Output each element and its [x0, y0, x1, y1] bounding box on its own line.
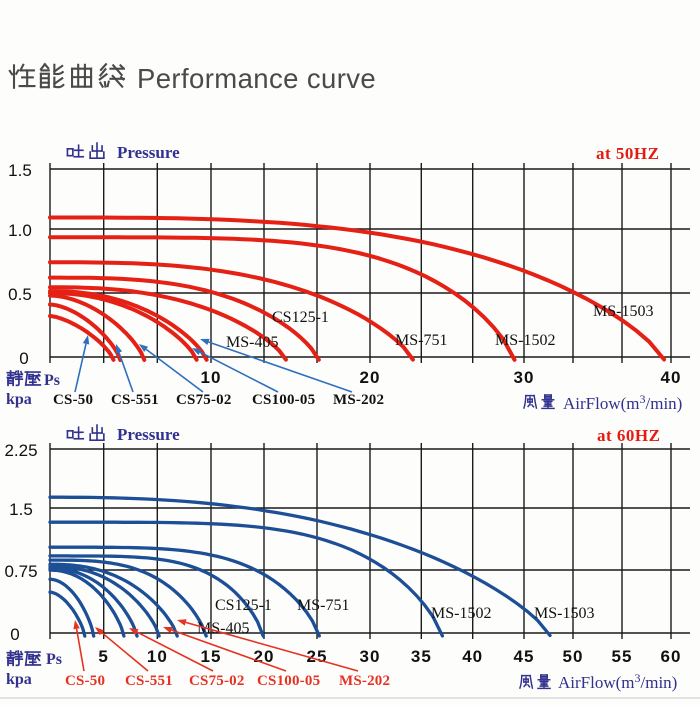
- svg-text:30: 30: [514, 368, 535, 387]
- svg-text:CS-50: CS-50: [53, 392, 93, 408]
- svg-text:MS-751: MS-751: [297, 597, 349, 614]
- svg-text:CS100-05: CS100-05: [252, 392, 315, 408]
- svg-text:at 60HZ: at 60HZ: [597, 426, 660, 445]
- svg-text:30: 30: [360, 647, 381, 666]
- svg-text:CS-551: CS-551: [111, 392, 159, 408]
- svg-text:55: 55: [612, 647, 633, 666]
- svg-text:40: 40: [661, 368, 682, 387]
- svg-text:Performance curve: Performance curve: [137, 63, 376, 94]
- svg-text:Ps: Ps: [46, 651, 62, 668]
- svg-text:1.5: 1.5: [9, 500, 33, 519]
- svg-text:0.75: 0.75: [4, 562, 37, 581]
- svg-text:MS-202: MS-202: [333, 392, 384, 408]
- svg-text:60: 60: [661, 647, 682, 666]
- svg-text:AirFlow(m3/min): AirFlow(m3/min): [558, 671, 677, 692]
- svg-text:35: 35: [411, 647, 432, 666]
- svg-text:0: 0: [19, 349, 28, 368]
- svg-text:at 50HZ: at 50HZ: [596, 144, 659, 163]
- svg-text:0: 0: [10, 625, 19, 644]
- svg-text:50: 50: [563, 647, 584, 666]
- svg-text:CS75-02: CS75-02: [189, 673, 245, 689]
- svg-text:MS-1503: MS-1503: [593, 303, 653, 320]
- svg-text:CS-551: CS-551: [125, 673, 173, 689]
- svg-text:kpa: kpa: [6, 391, 32, 408]
- svg-text:1.5: 1.5: [8, 161, 32, 180]
- svg-text:MS-1502: MS-1502: [431, 605, 491, 622]
- svg-text:CS125-1: CS125-1: [215, 597, 272, 614]
- svg-text:Pressure: Pressure: [117, 425, 180, 444]
- svg-text:45: 45: [514, 647, 535, 666]
- svg-text:1.0: 1.0: [8, 221, 32, 240]
- svg-text:MS-1502: MS-1502: [495, 332, 555, 349]
- svg-text:Ps: Ps: [44, 372, 60, 389]
- svg-text:10: 10: [147, 647, 168, 666]
- svg-text:MS-1503: MS-1503: [534, 605, 594, 622]
- svg-text:2.25: 2.25: [4, 441, 37, 460]
- svg-text:15: 15: [201, 647, 222, 666]
- svg-text:MS-751: MS-751: [395, 332, 447, 349]
- svg-text:MS-202: MS-202: [339, 673, 390, 689]
- svg-text:CS100-05: CS100-05: [257, 673, 320, 689]
- svg-text:Pressure: Pressure: [117, 143, 180, 162]
- svg-text:kpa: kpa: [6, 671, 32, 688]
- svg-text:MS-405: MS-405: [197, 620, 249, 637]
- svg-text:CS125-1: CS125-1: [272, 309, 329, 326]
- svg-text:40: 40: [462, 647, 483, 666]
- svg-text:5: 5: [98, 647, 108, 666]
- svg-text:CS75-02: CS75-02: [176, 392, 232, 408]
- svg-text:CS-50: CS-50: [65, 673, 105, 689]
- svg-text:MS-405: MS-405: [226, 334, 278, 351]
- svg-text:10: 10: [201, 368, 222, 387]
- svg-text:AirFlow(m3/min): AirFlow(m3/min): [563, 392, 682, 413]
- svg-text:0.5: 0.5: [8, 285, 32, 304]
- svg-text:20: 20: [360, 368, 381, 387]
- svg-text:25: 25: [307, 647, 328, 666]
